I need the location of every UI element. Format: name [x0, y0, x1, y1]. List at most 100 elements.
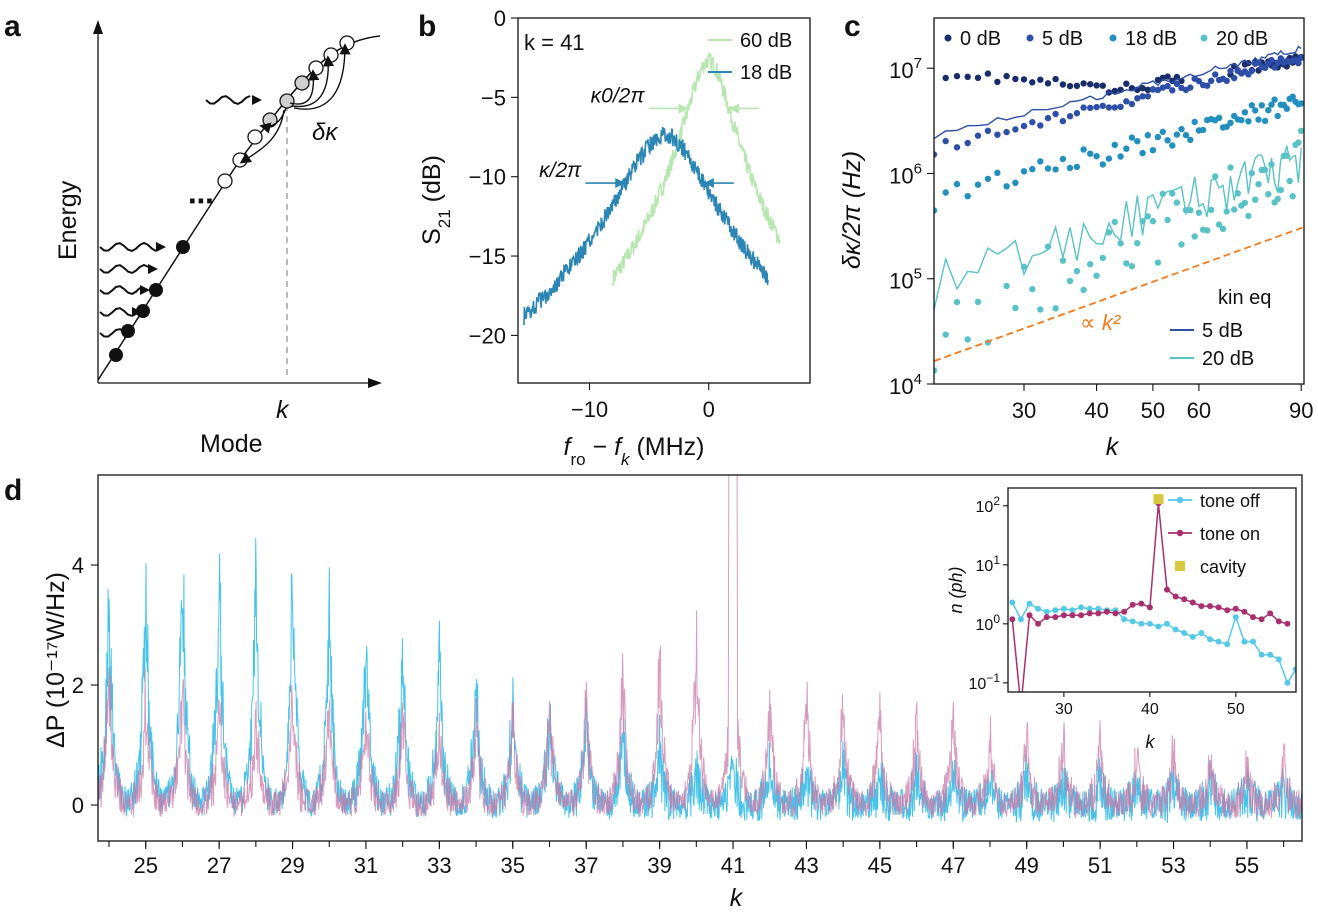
panel-d-xtick-label-4: 33: [427, 853, 451, 878]
panel-c-point: [1274, 195, 1281, 203]
panel-c-point: [1087, 261, 1094, 268]
inset-point: [1172, 593, 1179, 600]
panel-c-point: [1020, 76, 1028, 83]
panel-c-point: [1144, 86, 1152, 94]
panel-c-point: [1298, 54, 1304, 62]
panel-c-point: [1154, 133, 1162, 141]
inset-point: [1250, 638, 1256, 645]
inset-xtick-label-0: 30: [1055, 701, 1073, 718]
panel-b-width-label-1: κ/2π: [539, 159, 582, 182]
panel-b-width-head-left-0: [678, 103, 689, 114]
inset-cavity-marker: [1153, 494, 1164, 505]
panel-c-point: [1105, 155, 1113, 162]
scatter-arrow-0: [289, 69, 320, 105]
inset-series: [1009, 494, 1296, 692]
inset-legend-label-0: tone off: [1200, 491, 1261, 511]
inset-point: [1035, 605, 1042, 612]
open-mode-2: [247, 129, 263, 145]
panel-c-point: [974, 298, 982, 306]
panel-d-xtick-label-9: 43: [794, 853, 818, 878]
panel-c-point: [1227, 164, 1234, 171]
panel-c-legend-marker-1: [1026, 34, 1034, 42]
inset-point: [1095, 605, 1102, 612]
panel-c-point: [1144, 93, 1152, 100]
panel-c-point: [1134, 95, 1141, 102]
inset-legend-label-2: cavity: [1200, 557, 1246, 577]
panel-c-point: [1052, 305, 1059, 312]
panel-c-point: [1298, 127, 1304, 134]
panel-c-xtick-label-3: 60: [1187, 398, 1211, 423]
panel-c-point: [1283, 105, 1291, 112]
panel-c-point: [1227, 67, 1234, 75]
inset-point: [1060, 612, 1067, 619]
panel-c-point: [1123, 98, 1130, 105]
panel-c-point: [1231, 206, 1238, 213]
panel-c-point: [1020, 122, 1028, 130]
panel-c-point: [1044, 114, 1052, 122]
panel-c-point: [1037, 76, 1044, 83]
panel-c-point: [1295, 139, 1302, 146]
inset-point: [1284, 679, 1291, 686]
panel-c-point: [1099, 161, 1107, 168]
panel-c-point: [1123, 145, 1130, 152]
panel-b-width-head-right-0: [728, 103, 739, 114]
panel-c-point: [1059, 257, 1067, 264]
panel-c-point: [1128, 134, 1136, 141]
panel-c-point: [1215, 221, 1223, 228]
panel-c-point: [1099, 254, 1107, 262]
panel-c-point: [1066, 82, 1074, 90]
inset-point: [1258, 616, 1265, 623]
inset-point: [1095, 610, 1102, 617]
panel-c-point: [1128, 100, 1136, 108]
panel-d-xtick-label-15: 55: [1235, 853, 1259, 878]
panel-c-point: [1258, 102, 1266, 109]
panel-c-point: [1012, 179, 1019, 186]
panel-d-xtick-label-7: 39: [647, 853, 671, 878]
panel-b-line-60dB: [612, 52, 781, 287]
inset-point: [1138, 620, 1145, 627]
inset-point: [1086, 605, 1093, 612]
inset-point: [1241, 608, 1248, 615]
panel-d-xtick-label-10: 45: [868, 853, 892, 878]
filled-mode-0: [109, 348, 123, 362]
panel-b-ytick-label-4: −20: [469, 323, 506, 348]
inset-point: [1146, 604, 1153, 611]
panel-c-point: [1012, 304, 1019, 312]
inset-point: [1035, 620, 1042, 627]
panel-c-point: [1265, 107, 1272, 114]
inset-legend-marker-2: [1175, 561, 1185, 571]
panel-label-a: a: [4, 10, 21, 43]
panel-c-point: [1245, 212, 1252, 220]
panel-c-point: [1117, 240, 1124, 247]
panel-c-legend-label-2: 18 dB: [1125, 28, 1177, 50]
open-mode-5: [294, 75, 310, 91]
panel-c-ticks: 30 40 50 60 90 104 105 106 107: [889, 55, 1313, 423]
panel-c-point: [1144, 213, 1152, 220]
mode-circles: [109, 35, 355, 362]
panel-c-point: [1029, 79, 1036, 86]
inset-ytick-label-2: 101: [976, 553, 1001, 575]
panel-c-point: [964, 73, 971, 81]
panel-c-line-0: [934, 45, 1302, 140]
panel-label-b: b: [418, 10, 436, 43]
inset-point: [1078, 604, 1085, 611]
panel-d-ylabel: ΔP (10⁻¹⁷W/Hz): [42, 572, 70, 748]
inset-point: [1189, 599, 1196, 606]
inset-point: [1043, 614, 1050, 621]
pump-wave: [205, 95, 251, 106]
drive-arrowhead-1: [148, 264, 158, 274]
inset-point: [1164, 620, 1170, 627]
inset-point: [1129, 601, 1136, 608]
panel-c-point: [1271, 64, 1278, 71]
inset-point: [1129, 618, 1136, 625]
panel-b-width-head-right-1: [703, 178, 714, 189]
panel-c-point: [1255, 116, 1262, 123]
panel-c-point: [1261, 117, 1269, 125]
drive-arrowhead-2: [140, 285, 150, 295]
panel-c-point: [1111, 141, 1119, 148]
panel-c-point: [1099, 102, 1107, 110]
panel-c-point: [974, 132, 982, 139]
panel-c-point: [994, 169, 1001, 176]
inset-point: [1198, 630, 1205, 636]
panel-b-frame: [517, 17, 811, 384]
